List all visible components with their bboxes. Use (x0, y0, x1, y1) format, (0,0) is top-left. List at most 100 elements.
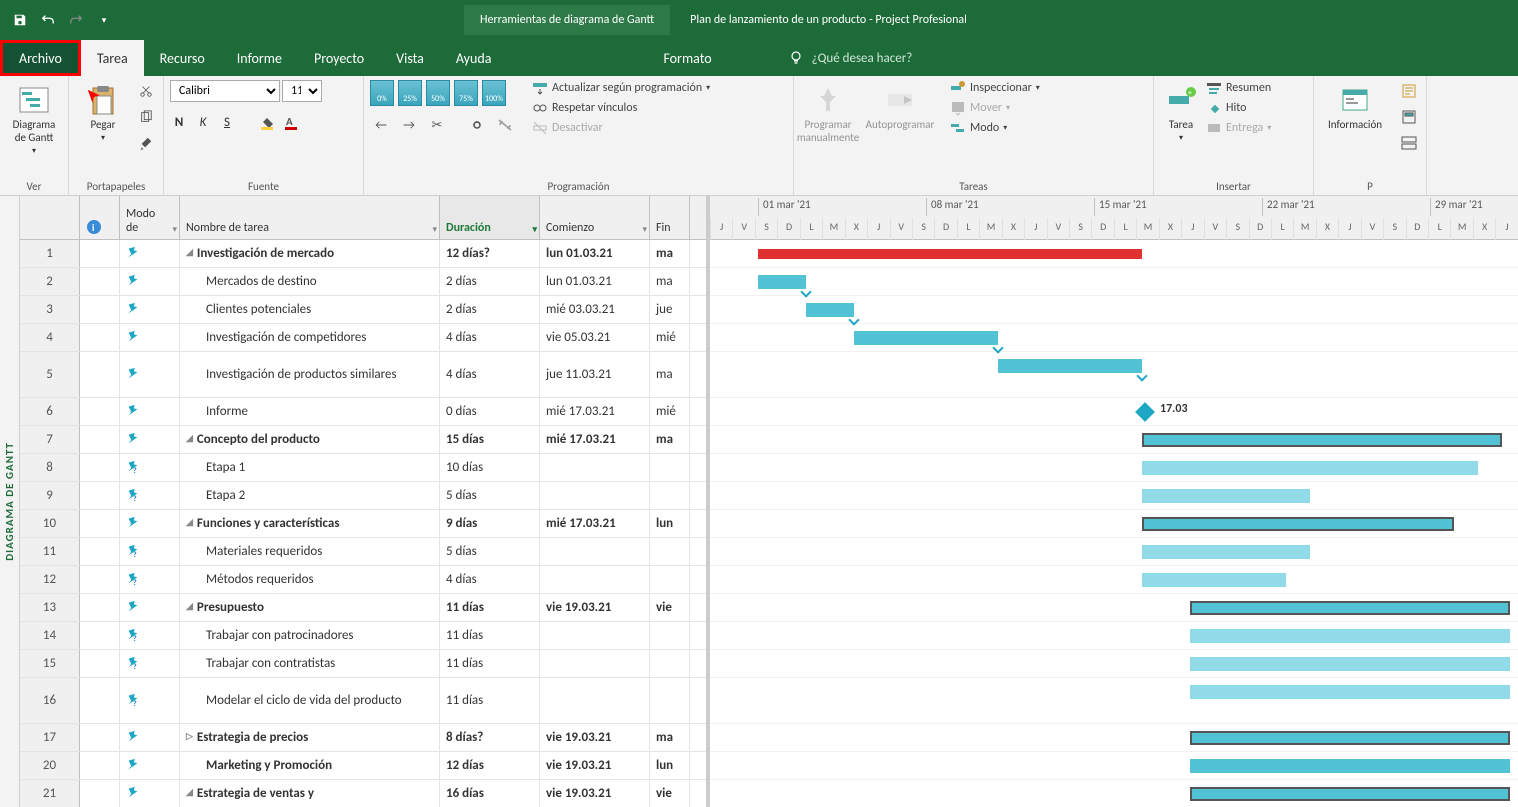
start-cell[interactable]: vie 05.03.21 (540, 324, 650, 351)
col-rownum[interactable] (20, 196, 80, 239)
gantt-row[interactable] (710, 426, 1518, 454)
start-cell[interactable] (540, 622, 650, 649)
row-number[interactable]: 7 (20, 426, 80, 453)
start-cell[interactable] (540, 538, 650, 565)
duration-cell[interactable]: 0 días (440, 398, 540, 425)
col-indicator[interactable]: i (80, 196, 120, 239)
task-name-cell[interactable]: ◢Funciones y características (180, 510, 440, 537)
task-name-cell[interactable]: Informe (180, 398, 440, 425)
start-cell[interactable]: vie 19.03.21 (540, 594, 650, 621)
row-number[interactable]: 4 (20, 324, 80, 351)
finish-cell[interactable]: ma (650, 724, 690, 751)
table-row[interactable]: 9?Etapa 25 días (20, 482, 706, 510)
redo-button[interactable] (64, 8, 88, 32)
gantt-bar[interactable] (854, 331, 998, 345)
font-size-select[interactable]: 11 (282, 80, 322, 102)
duration-cell[interactable]: 4 días (440, 352, 540, 397)
duration-cell[interactable]: 5 días (440, 538, 540, 565)
bold-button[interactable]: N (170, 112, 188, 132)
finish-cell[interactable] (650, 650, 690, 677)
task-name-cell[interactable]: ▷Estrategia de precios (180, 724, 440, 751)
row-number[interactable]: 9 (20, 482, 80, 509)
table-row[interactable]: 13◢Presupuesto11 díasvie 19.03.21vie (20, 594, 706, 622)
duration-cell[interactable]: 16 días (440, 780, 540, 807)
respect-links-button[interactable]: Respetar vínculos (532, 100, 710, 116)
table-row[interactable]: 7◢Concepto del producto15 díasmié 17.03.… (20, 426, 706, 454)
start-cell[interactable]: vie 19.03.21 (540, 752, 650, 779)
task-name-cell[interactable]: Modelar el ciclo de vida del producto (180, 678, 440, 723)
table-row[interactable]: 10◢Funciones y características9 díasmié … (20, 510, 706, 538)
table-row[interactable]: 1◢Investigación de mercado12 días?lun 01… (20, 240, 706, 268)
undo-button[interactable] (36, 8, 60, 32)
finish-cell[interactable]: jue (650, 296, 690, 323)
pct-25-button[interactable]: 25% (398, 80, 422, 106)
mode-cell[interactable]: ? (120, 566, 180, 593)
task-name-cell[interactable]: Clientes potenciales (180, 296, 440, 323)
duration-cell[interactable]: 4 días (440, 566, 540, 593)
finish-cell[interactable]: ma (650, 268, 690, 295)
task-name-cell[interactable]: Etapa 1 (180, 454, 440, 481)
start-cell[interactable]: jue 11.03.21 (540, 352, 650, 397)
task-name-cell[interactable]: Etapa 2 (180, 482, 440, 509)
mode-cell[interactable] (120, 594, 180, 621)
finish-cell[interactable]: lun (650, 752, 690, 779)
gantt-row[interactable] (710, 296, 1518, 324)
tab-project[interactable]: Proyecto (298, 40, 380, 76)
tab-task[interactable]: Tarea (81, 40, 144, 76)
mode-cell[interactable] (120, 780, 180, 807)
table-row[interactable]: 15?Trabajar con contratistas11 días (20, 650, 706, 678)
duration-cell[interactable]: 2 días (440, 296, 540, 323)
row-number[interactable]: 3 (20, 296, 80, 323)
finish-cell[interactable] (650, 538, 690, 565)
link-button[interactable] (466, 114, 488, 136)
milestone-marker[interactable] (1135, 402, 1155, 422)
information-button[interactable]: Información (1320, 80, 1390, 131)
gantt-row[interactable] (710, 324, 1518, 352)
gantt-bar[interactable] (1142, 461, 1478, 475)
insert-deliverable-button[interactable]: Entrega ▾ (1206, 120, 1271, 136)
task-name-cell[interactable]: ◢Estrategia de ventas y (180, 780, 440, 807)
row-number[interactable]: 17 (20, 724, 80, 751)
duration-cell[interactable]: 11 días (440, 622, 540, 649)
details-button[interactable] (1398, 106, 1420, 128)
indent-button[interactable]: → (398, 114, 420, 136)
inspect-button[interactable]: Inspeccionar ▾ (950, 80, 1040, 96)
col-start[interactable]: Comienzo▾ (540, 196, 650, 239)
row-number[interactable]: 20 (20, 752, 80, 779)
update-schedule-button[interactable]: Actualizar según programación ▾ (532, 80, 710, 96)
finish-cell[interactable]: ma (650, 240, 690, 267)
gantt-bar[interactable] (806, 303, 854, 317)
col-duration[interactable]: Duración▾ (440, 196, 540, 239)
mode-cell[interactable] (120, 352, 180, 397)
duration-cell[interactable]: 15 días (440, 426, 540, 453)
gantt-row[interactable] (710, 352, 1518, 398)
insert-task-button[interactable]: + Tarea ▾ (1160, 80, 1202, 143)
gantt-bar[interactable] (1190, 787, 1510, 801)
row-number[interactable]: 13 (20, 594, 80, 621)
finish-cell[interactable]: vie (650, 594, 690, 621)
mode-cell[interactable] (120, 240, 180, 267)
row-number[interactable]: 10 (20, 510, 80, 537)
finish-cell[interactable]: mié (650, 324, 690, 351)
table-row[interactable]: 6Informe0 díasmié 17.03.21mié (20, 398, 706, 426)
finish-cell[interactable]: ma (650, 352, 690, 397)
table-row[interactable]: 4Investigación de competidores4 díasvie … (20, 324, 706, 352)
duration-cell[interactable]: 4 días (440, 324, 540, 351)
mode-cell[interactable] (120, 426, 180, 453)
row-number[interactable]: 8 (20, 454, 80, 481)
row-number[interactable]: 5 (20, 352, 80, 397)
gantt-row[interactable] (710, 454, 1518, 482)
mode-cell[interactable]: ? (120, 622, 180, 649)
mode-cell[interactable] (120, 324, 180, 351)
gantt-chart[interactable]: 01 mar '2108 mar '2115 mar '2122 mar '21… (710, 196, 1518, 807)
row-number[interactable]: 14 (20, 622, 80, 649)
gantt-bar[interactable] (1142, 545, 1310, 559)
start-cell[interactable]: mié 03.03.21 (540, 296, 650, 323)
duration-cell[interactable]: 5 días (440, 482, 540, 509)
gantt-row[interactable] (710, 678, 1518, 724)
row-number[interactable]: 21 (20, 780, 80, 807)
gantt-bar[interactable] (1142, 433, 1502, 447)
task-name-cell[interactable]: Mercados de destino (180, 268, 440, 295)
format-painter-button[interactable] (135, 132, 157, 154)
table-row[interactable]: 20Marketing y Promoción12 díasvie 19.03.… (20, 752, 706, 780)
